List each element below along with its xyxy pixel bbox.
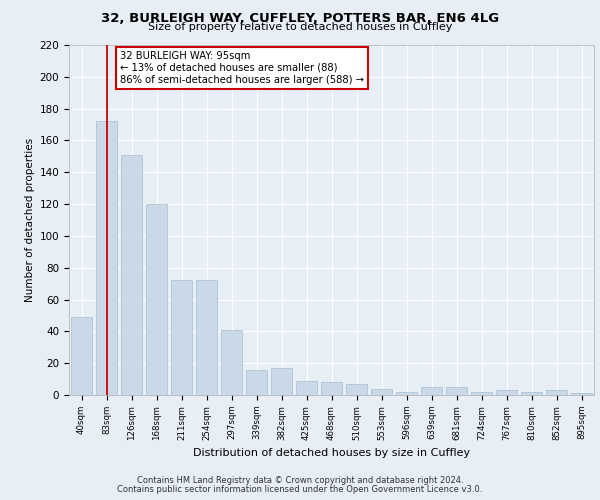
Bar	[146, 204, 167, 395]
Text: Contains HM Land Registry data © Crown copyright and database right 2024.: Contains HM Land Registry data © Crown c…	[137, 476, 463, 485]
Bar	[396, 392, 417, 395]
Bar	[321, 382, 342, 395]
Bar	[121, 155, 142, 395]
Bar	[171, 280, 192, 395]
Text: Contains public sector information licensed under the Open Government Licence v3: Contains public sector information licen…	[118, 484, 482, 494]
Bar	[246, 370, 267, 395]
Bar	[96, 122, 117, 395]
Text: 32 BURLEIGH WAY: 95sqm
← 13% of detached houses are smaller (88)
86% of semi-det: 32 BURLEIGH WAY: 95sqm ← 13% of detached…	[120, 52, 364, 84]
Bar	[296, 380, 317, 395]
X-axis label: Distribution of detached houses by size in Cuffley: Distribution of detached houses by size …	[193, 448, 470, 458]
Bar	[546, 390, 567, 395]
Bar	[221, 330, 242, 395]
Bar	[421, 387, 442, 395]
Bar	[496, 390, 517, 395]
Bar	[521, 392, 542, 395]
Text: 32, BURLEIGH WAY, CUFFLEY, POTTERS BAR, EN6 4LG: 32, BURLEIGH WAY, CUFFLEY, POTTERS BAR, …	[101, 12, 499, 26]
Text: Size of property relative to detached houses in Cuffley: Size of property relative to detached ho…	[148, 22, 452, 32]
Bar	[471, 392, 492, 395]
Bar	[71, 317, 92, 395]
Bar	[446, 387, 467, 395]
Y-axis label: Number of detached properties: Number of detached properties	[25, 138, 35, 302]
Bar	[196, 280, 217, 395]
Bar	[371, 388, 392, 395]
Bar	[571, 394, 592, 395]
Bar	[346, 384, 367, 395]
Bar	[271, 368, 292, 395]
